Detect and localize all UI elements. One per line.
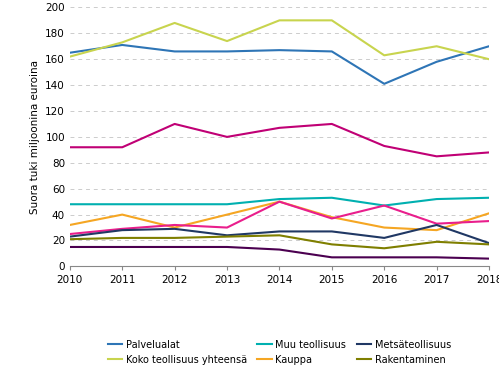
Metalliteollisuus xyxy=(172,122,178,126)
Muut toimialat xyxy=(67,232,73,236)
Line: Kauppa: Kauppa xyxy=(70,202,489,230)
Metalliteollisuus xyxy=(276,126,282,130)
Alkutuotanto xyxy=(276,247,282,252)
Rakentaminen xyxy=(329,242,335,246)
Kauppa xyxy=(329,215,335,219)
Line: Metalliteollisuus: Metalliteollisuus xyxy=(70,124,489,156)
Koko teollisuus yhteensä xyxy=(224,39,230,43)
Metsäteollisuus xyxy=(381,236,387,240)
Rakentaminen xyxy=(67,237,73,241)
Alkutuotanto xyxy=(329,255,335,260)
Kauppa xyxy=(67,223,73,227)
Koko teollisuus yhteensä xyxy=(67,54,73,59)
Metsäteollisuus xyxy=(119,228,125,232)
Rakentaminen xyxy=(381,246,387,250)
Muut toimialat xyxy=(119,226,125,231)
Metalliteollisuus xyxy=(224,135,230,139)
Alkutuotanto xyxy=(381,255,387,260)
Line: Metsäteollisuus: Metsäteollisuus xyxy=(70,225,489,243)
Line: Muut toimialat: Muut toimialat xyxy=(70,202,489,234)
Kauppa xyxy=(434,228,440,232)
Koko teollisuus yhteensä xyxy=(329,18,335,23)
Metalliteollisuus xyxy=(67,145,73,149)
Muu teollisuus xyxy=(434,197,440,201)
Metsäteollisuus xyxy=(329,229,335,234)
Muu teollisuus xyxy=(329,195,335,200)
Muut toimialat xyxy=(434,221,440,226)
Metsäteollisuus xyxy=(276,229,282,234)
Muu teollisuus xyxy=(381,204,387,208)
Palvelualat xyxy=(434,60,440,64)
Rakentaminen xyxy=(486,242,492,246)
Alkutuotanto xyxy=(119,245,125,249)
Metsäteollisuus xyxy=(224,233,230,238)
Muu teollisuus xyxy=(224,202,230,206)
Koko teollisuus yhteensä xyxy=(276,18,282,23)
Muut toimialat xyxy=(276,199,282,204)
Palvelualat xyxy=(486,44,492,48)
Kauppa xyxy=(172,225,178,230)
Line: Muu teollisuus: Muu teollisuus xyxy=(70,198,489,206)
Alkutuotanto xyxy=(172,245,178,249)
Rakentaminen xyxy=(434,240,440,244)
Rakentaminen xyxy=(172,236,178,240)
Muut toimialat xyxy=(329,216,335,221)
Metalliteollisuus xyxy=(434,154,440,158)
Muut toimialat xyxy=(486,219,492,223)
Muu teollisuus xyxy=(67,202,73,206)
Muu teollisuus xyxy=(276,197,282,201)
Line: Koko teollisuus yhteensä: Koko teollisuus yhteensä xyxy=(70,20,489,59)
Alkutuotanto xyxy=(486,256,492,261)
Palvelualat xyxy=(67,50,73,55)
Metalliteollisuus xyxy=(381,144,387,148)
Alkutuotanto xyxy=(434,255,440,260)
Alkutuotanto xyxy=(67,245,73,249)
Muut toimialat xyxy=(381,204,387,208)
Muu teollisuus xyxy=(119,202,125,206)
Palvelualat xyxy=(224,49,230,54)
Palvelualat xyxy=(172,49,178,54)
Koko teollisuus yhteensä xyxy=(381,53,387,58)
Line: Palvelualat: Palvelualat xyxy=(70,45,489,84)
Metalliteollisuus xyxy=(329,122,335,126)
Y-axis label: Suora tuki miljoonina euroina: Suora tuki miljoonina euroina xyxy=(30,60,40,214)
Metalliteollisuus xyxy=(486,150,492,155)
Metsäteollisuus xyxy=(486,241,492,245)
Kauppa xyxy=(486,211,492,215)
Metsäteollisuus xyxy=(67,235,73,239)
Rakentaminen xyxy=(119,236,125,240)
Metsäteollisuus xyxy=(172,226,178,231)
Rakentaminen xyxy=(276,233,282,238)
Metsäteollisuus xyxy=(434,223,440,227)
Kauppa xyxy=(381,225,387,230)
Kauppa xyxy=(119,212,125,217)
Koko teollisuus yhteensä xyxy=(172,21,178,25)
Muu teollisuus xyxy=(172,202,178,206)
Palvelualat xyxy=(329,49,335,54)
Palvelualat xyxy=(276,48,282,53)
Muu teollisuus xyxy=(486,195,492,200)
Palvelualat xyxy=(381,81,387,86)
Kauppa xyxy=(276,199,282,204)
Kauppa xyxy=(224,212,230,217)
Koko teollisuus yhteensä xyxy=(434,44,440,48)
Line: Alkutuotanto: Alkutuotanto xyxy=(70,247,489,259)
Palvelualat xyxy=(119,43,125,47)
Muut toimialat xyxy=(224,225,230,230)
Alkutuotanto xyxy=(224,245,230,249)
Line: Rakentaminen: Rakentaminen xyxy=(70,235,489,248)
Rakentaminen xyxy=(224,235,230,239)
Muut toimialat xyxy=(172,223,178,227)
Koko teollisuus yhteensä xyxy=(486,57,492,61)
Metalliteollisuus xyxy=(119,145,125,149)
Koko teollisuus yhteensä xyxy=(119,40,125,45)
Legend: Palvelualat, Koko teollisuus yhteensä, Metalliteollisuus, Muu teollisuus, Kauppa: Palvelualat, Koko teollisuus yhteensä, M… xyxy=(104,336,455,370)
